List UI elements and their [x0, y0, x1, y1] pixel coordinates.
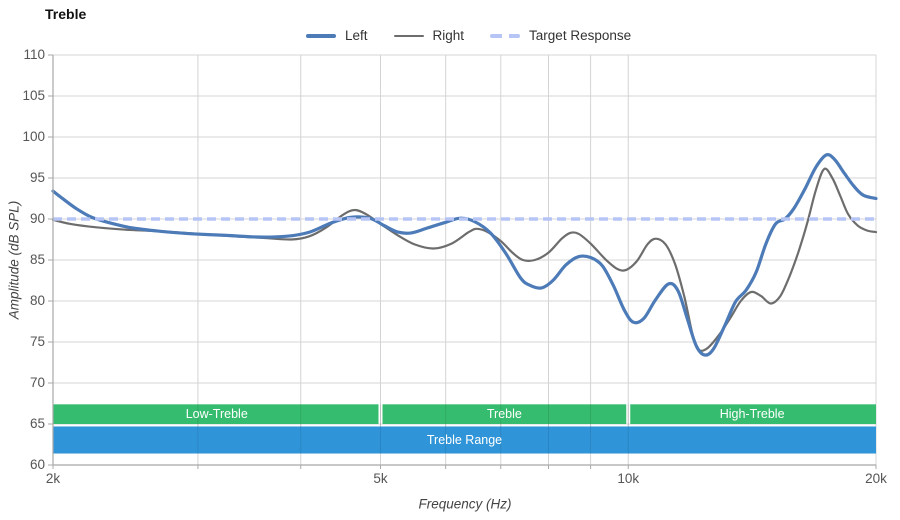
- band-rect-treble: [382, 404, 627, 424]
- x-tick-label-10k: 10k: [617, 471, 640, 486]
- band-label-high-treble: High-Treble: [719, 407, 785, 422]
- right-curve: [51, 167, 878, 352]
- left-curve: [51, 153, 878, 357]
- right-line-swatch-icon: [393, 34, 424, 37]
- y-tick-label-80: 80: [29, 293, 45, 308]
- legend: Left Right Target Response: [306, 28, 631, 43]
- target-response-dash-swatch-icon: [490, 33, 521, 38]
- legend-item-right[interactable]: Right: [393, 28, 465, 43]
- x-tick-label-2k: 2k: [45, 471, 61, 486]
- legend-item-target-response[interactable]: Target Response: [490, 28, 631, 43]
- legend-label-target-response: Target Response: [529, 28, 632, 43]
- y-tick-label-90: 90: [29, 211, 45, 226]
- band-label-low-treble: Low-Treble: [185, 407, 248, 422]
- legend-item-left[interactable]: Left: [306, 28, 368, 43]
- y-tick-label-85: 85: [29, 252, 45, 267]
- chart-title: Treble: [45, 6, 87, 22]
- legend-label-right: Right: [432, 28, 465, 43]
- legend-label-left: Left: [345, 28, 368, 43]
- y-tick-label-110: 110: [23, 47, 45, 62]
- y-tick-label-100: 100: [22, 129, 45, 144]
- band-label-treble: Treble: [486, 407, 522, 422]
- band-rect-treble-range: [53, 426, 876, 454]
- y-axis-title: Amplitude (dB SPL): [6, 200, 22, 320]
- y-tick-label-95: 95: [29, 170, 45, 185]
- x-tick-label-20k: 20k: [865, 471, 887, 486]
- y-tick-label-70: 70: [29, 375, 45, 390]
- band-label-treble-range: Treble Range: [426, 432, 503, 447]
- band-rect-low-treble: [53, 404, 379, 424]
- x-axis-title: Frequency (Hz): [418, 496, 512, 512]
- y-tick-label-105: 105: [22, 88, 45, 103]
- left-line-swatch-icon: [306, 33, 336, 38]
- y-tick-label-75: 75: [29, 334, 45, 349]
- band-rect-high-treble: [630, 404, 876, 424]
- y-tick-label-65: 65: [29, 416, 45, 431]
- x-tick-label-5k: 5k: [373, 471, 388, 486]
- y-tick-label-60: 60: [29, 457, 45, 472]
